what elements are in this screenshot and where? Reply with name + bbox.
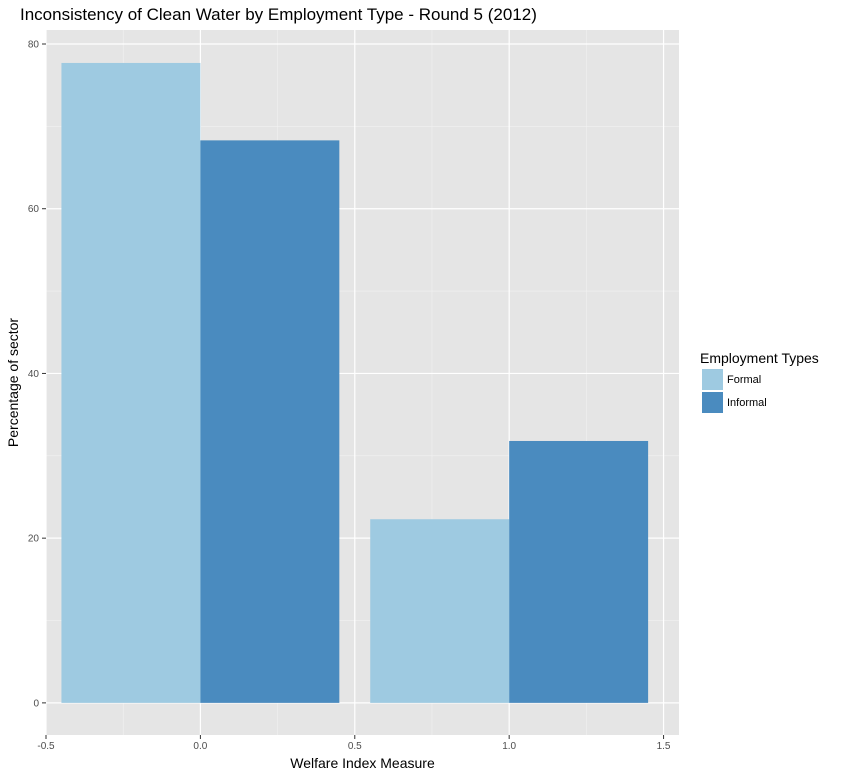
chart-title: Inconsistency of Clean Water by Employme…: [20, 5, 537, 24]
bar-informal-1: [509, 440, 649, 703]
bars: [61, 62, 649, 703]
x-tick-label: 0.0: [193, 741, 207, 752]
x-tick-label: 1.0: [502, 741, 516, 752]
x-axis: -0.5 0.0 0.5 1.0 1.5: [37, 735, 671, 752]
x-axis-title: Welfare Index Measure: [290, 755, 435, 771]
x-tick-label: -0.5: [37, 741, 55, 752]
x-tick-label: 1.5: [657, 741, 671, 752]
legend-label-formal: Formal: [727, 374, 761, 386]
legend-key-formal: [702, 369, 723, 390]
y-axis: 0 20 40 60 80: [28, 40, 46, 709]
legend-title: Employment Types: [700, 350, 819, 366]
bar-informal-0: [200, 140, 340, 703]
y-tick-label: 20: [28, 534, 40, 545]
y-tick-label: 60: [28, 204, 40, 215]
bar-formal-1: [370, 519, 510, 703]
x-tick-label: 0.5: [348, 741, 362, 752]
legend-key-informal: [702, 392, 723, 413]
y-tick-label: 80: [28, 40, 40, 51]
bar-formal-0: [61, 62, 201, 703]
legend-label-informal: Informal: [727, 397, 767, 409]
y-tick-label: 0: [33, 698, 39, 709]
legend: Employment Types Formal Informal: [700, 350, 819, 413]
y-axis-title: Percentage of sector: [5, 318, 21, 448]
y-tick-label: 40: [28, 369, 40, 380]
